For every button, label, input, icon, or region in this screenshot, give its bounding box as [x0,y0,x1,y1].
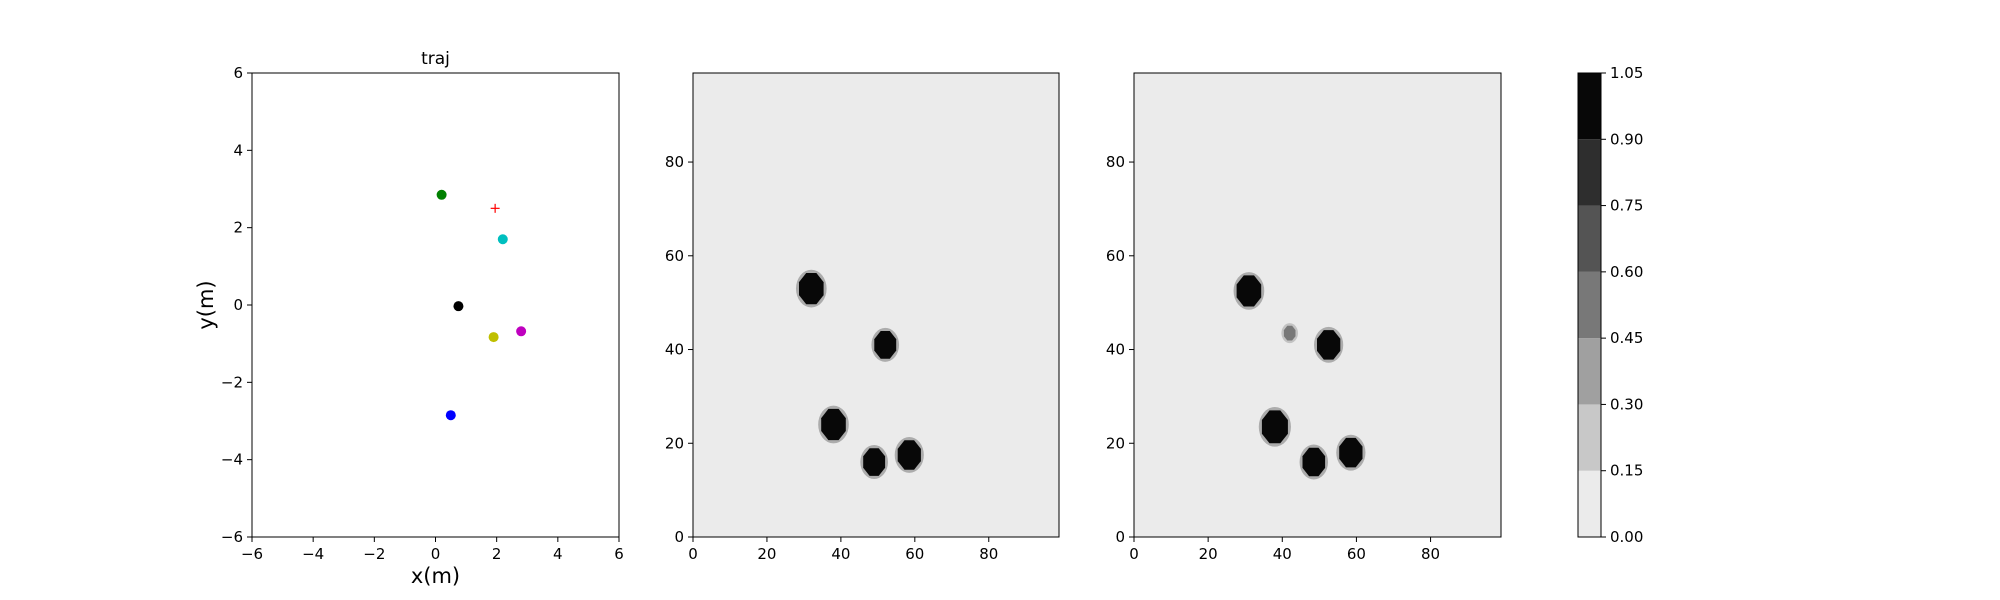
agent-point [445,410,456,421]
heatmap-2-y-tick-label: 80 [1106,153,1125,171]
heatmap-1-blob [799,273,824,305]
heatmap-2-blob [1339,437,1363,468]
heatmap-2-blob [1317,330,1341,360]
traj-y-tick-label: 2 [233,219,243,237]
colorbar-bands [1578,73,1601,537]
heatmap-1-x-tick-label: 20 [757,545,776,563]
heatmap-2-blob [1236,275,1262,307]
heatmap-1-blobs [795,269,924,480]
heatmap-1-x-tick-label: 80 [979,545,998,563]
traj-y-tick-label: 0 [233,296,243,314]
heatmap-1-y-tick-label: 40 [665,341,684,359]
heatmap-1-blob [821,408,846,441]
traj-y-tick-label: 6 [233,64,243,82]
colorbar-ticks: 0.00 0.15 0.30 0.45 0.60 0.75 0.90 1.05 [1601,64,1643,546]
traj-y-tick-label: −6 [221,528,243,546]
agent-point [497,234,508,245]
colorbar-tick-label: 0.30 [1610,395,1643,413]
heatmap-1-y-ticks: 0 20 40 60 80 [665,153,693,546]
heatmap-2-y-tick-label: 40 [1106,341,1125,359]
colorbar-band [1578,139,1601,206]
heatmap-2-y-tick-label: 20 [1106,434,1125,452]
traj-x-tick-label: 2 [492,545,502,563]
heatmap-1-x-tick-label: 0 [688,545,698,563]
traj-x-tick-label: 4 [553,545,563,563]
heatmap-1-y-tick-label: 80 [665,153,684,171]
heatmap-1-x-ticks: 0 20 40 60 80 [688,537,998,563]
colorbar-tick-label: 0.90 [1610,130,1643,148]
heatmap-2-x-tick-label: 80 [1421,545,1440,563]
traj-markers [436,189,527,421]
heatmap-2-blob [1261,410,1288,444]
heatmap-2-blob [1283,325,1296,341]
heatmap-2-x-tick-label: 0 [1129,545,1139,563]
colorbar-tick-label: 0.15 [1610,462,1643,480]
traj-x-ticks: −6 −4 −2 0 2 4 6 [241,537,624,563]
heatmap-2-x-tick-label: 20 [1199,545,1218,563]
traj-y-tick-label: −2 [221,373,243,391]
traj-y-tick-label: −4 [221,451,243,469]
agent-point [516,326,527,337]
traj-y-tick-label: 4 [233,141,243,159]
heatmap-2-x-ticks: 0 20 40 60 80 [1129,537,1440,563]
heatmap-1-x-tick-label: 40 [831,545,850,563]
traj-panel: traj x(m) y(m) −6 −4 −2 0 2 4 6 −6 −4 −2 0 2 4 6 [194,49,624,588]
traj-x-tick-label: −6 [241,545,263,563]
traj-y-ticks: −6 −4 −2 0 2 4 6 [221,64,252,546]
heatmap-2-y-tick-label: 60 [1106,247,1125,265]
traj-y-axis-label: y(m) [194,280,218,329]
traj-x-tick-label: −4 [302,545,324,563]
traj-x-tick-label: −2 [363,545,385,563]
heatmap-1-frame [692,72,1060,538]
heatmap-1-blob [897,440,921,470]
colorbar-band [1578,470,1601,537]
agent-point [488,332,499,343]
traj-plot-area [252,73,619,537]
heatmap-1-y-tick-label: 20 [665,434,684,452]
colorbar-tick-label: 0.00 [1610,528,1643,546]
colorbar-tick-label: 0.60 [1610,263,1643,281]
colorbar-band [1578,404,1601,471]
heatmap-2-blobs [1233,272,1366,480]
heatmap-panel-2: 0 20 40 60 80 0 20 40 60 80 [1106,72,1502,563]
colorbar-tick-label: 0.75 [1610,197,1643,215]
traj-title: traj [421,49,450,69]
heatmap-2-x-tick-label: 40 [1273,545,1292,563]
colorbar-tick-label: 0.45 [1610,329,1643,347]
heatmap-1-x-tick-label: 60 [905,545,924,563]
colorbar-band [1578,73,1601,140]
colorbar-frame [1577,72,1602,538]
heatmap-2-blob [1302,447,1326,477]
agent-point [436,189,447,200]
target-plus-marker [490,203,500,213]
traj-x-tick-label: 0 [431,545,441,563]
agent-point [453,301,464,312]
colorbar-band [1578,271,1601,339]
traj-x-tick-label: 6 [614,545,624,563]
heatmap-panel-1: 0 20 40 60 80 0 20 40 60 80 [665,72,1060,563]
heatmap-1-blob [874,331,897,359]
heatmap-1-blob [863,448,886,476]
heatmap-1-y-tick-label: 60 [665,247,684,265]
traj-plot-frame [251,72,620,538]
colorbar: 0.00 0.15 0.30 0.45 0.60 0.75 0.90 1.05 [1577,64,1643,546]
colorbar-band [1578,205,1601,272]
heatmap-2-frame [1133,72,1502,538]
colorbar-band [1578,338,1601,405]
colorbar-tick-label: 1.05 [1610,64,1643,82]
heatmap-1-y-tick-label: 0 [674,528,684,546]
heatmap-2-y-tick-label: 0 [1115,528,1125,546]
heatmap-2-x-tick-label: 60 [1347,545,1366,563]
traj-x-axis-label: x(m) [411,564,460,588]
heatmap-2-y-ticks: 0 20 40 60 80 [1106,153,1134,546]
